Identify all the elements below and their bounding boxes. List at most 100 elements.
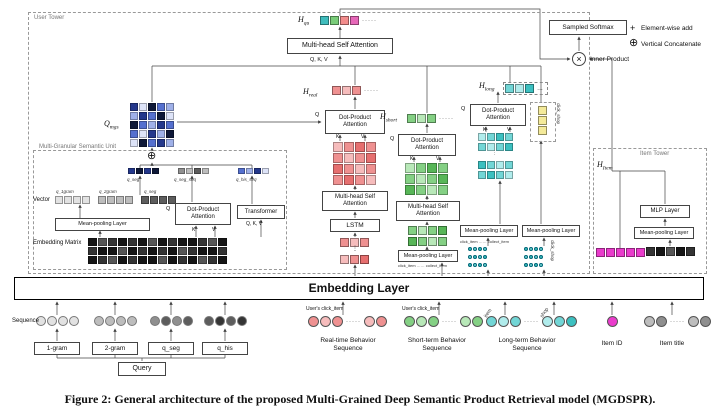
h-long-label: Hlong	[479, 81, 495, 93]
top-mhsa-box: Multi-head Self Attention	[287, 38, 393, 54]
mgs-dot-product-box: Dot-Product Attention	[175, 203, 231, 225]
long-term-micro-row-2	[468, 255, 487, 259]
mgs-dp-v-label: V	[212, 227, 216, 233]
h-qu-vector: ·····	[320, 16, 379, 25]
long-term-micro-row-5	[524, 255, 543, 259]
mlp-layer-box: MLP Layer	[640, 205, 690, 218]
item-title-label: Item title	[659, 340, 685, 347]
vector-row-2gram	[98, 196, 133, 204]
h-real-label: Hreal	[303, 87, 318, 99]
sequence-label: Sequence	[12, 318, 40, 324]
long-term-row-3	[478, 161, 513, 169]
long-term-row-4	[478, 171, 513, 179]
mgs-concat-node: ⊕	[147, 150, 157, 162]
real-time-grid	[333, 142, 376, 185]
h-long-vector: …	[503, 82, 548, 95]
short-term-behavior-tags: click_item …… collect_item	[398, 263, 447, 268]
shop-vector-cells	[538, 106, 547, 135]
mgs-bar-label-0: q_seg	[127, 177, 140, 182]
long-term-micro-row-6	[524, 263, 543, 267]
long-term-micro-row-4	[524, 247, 543, 251]
seq-1gram-circles	[36, 316, 79, 326]
short-term-grid	[405, 163, 448, 195]
long-term-row-1	[478, 133, 513, 141]
real-time-caption: Real-time Behavior Sequence	[320, 337, 376, 353]
short-term-circles: ·····	[404, 316, 483, 327]
gram-box-qseg: q_seg	[148, 342, 194, 355]
item-id-circle	[607, 316, 618, 327]
real-time-q-label: Q	[315, 112, 320, 118]
mgs-unit-label: Multi-Granular Semantic Unit	[37, 144, 119, 150]
long-term-row-2	[478, 143, 513, 151]
item-tower-box	[593, 148, 707, 274]
short-term-seq-row-2	[408, 237, 447, 246]
inner-product-label: Inner Product	[590, 56, 630, 63]
long-term-circles: ·····	[486, 316, 577, 327]
inner-product-node: ×	[572, 52, 586, 66]
short-term-click-item-tag: User's click_item	[402, 306, 440, 312]
user-tower-label: User Tower	[34, 15, 65, 21]
vertical-concatenate-label: Vertical Concatenate	[641, 41, 701, 48]
short-term-seq-row-1	[408, 226, 447, 235]
seq-qseg-circles	[150, 316, 193, 326]
vector-row-seg	[141, 196, 176, 204]
embedding-matrix-label: Embedding Matrix	[33, 240, 82, 246]
vector-label-qseg: q_seg	[144, 189, 157, 194]
mgs-mean-pooling-box: Mean-pooling Layer	[55, 218, 150, 231]
long-term-v-label: V	[507, 127, 511, 133]
real-time-k-label: K	[336, 134, 340, 140]
real-time-seq-row-1	[340, 238, 369, 247]
long-term-micro-row-1	[468, 247, 487, 251]
vector-label-q1gram: q_1gram	[56, 189, 74, 194]
long-term-q-label: Q	[461, 106, 466, 112]
real-time-circles: ·····	[308, 316, 387, 327]
h-qu-label: Hqu	[298, 15, 310, 27]
vector-label-q2gram: q_2gram	[99, 189, 117, 194]
q-mgs-matrix	[130, 103, 174, 147]
vertical-concatenate-icon: ⊕	[629, 37, 639, 49]
mgs-bar-qsegseq	[178, 168, 209, 174]
click-shop-label-bottom: click_shop	[550, 240, 555, 262]
short-term-q-label: Q	[390, 136, 395, 142]
item-id-label: Item ID	[601, 340, 623, 347]
element-wise-add-icon: +	[630, 23, 636, 33]
shop-vector-box	[530, 102, 556, 142]
seq-2gram-circles	[94, 316, 137, 326]
user-tower-box	[28, 12, 590, 274]
long-term-micro-row-3	[468, 263, 487, 267]
long-term-dot-product-box: Dot-Product Attention	[470, 104, 526, 126]
figure-caption: Figure 2: General architecture of the pr…	[64, 392, 656, 406]
lstm-box: LSTM	[330, 219, 380, 232]
top-mhsa-qkv-label: Q, K, V	[310, 57, 328, 63]
long-term-caption: Long-term Behavior Sequence	[498, 337, 556, 353]
mgs-bar-qseg	[128, 168, 159, 174]
long-term-mean-pooling-box-1: Mean-pooling Layer	[460, 225, 518, 237]
element-wise-add-label: Element-wise add	[641, 25, 693, 32]
long-term-k-label: K	[483, 127, 487, 133]
mgs-bar-qhisseq	[238, 168, 269, 174]
gram-box-qhis: q_his	[202, 342, 248, 355]
real-time-mhsa-box: Multi-head Self Attention	[322, 191, 388, 211]
short-term-mhsa-box: Multi-head Self Attention	[396, 201, 460, 221]
sampled-softmax-box: Sampled Softmax	[549, 20, 627, 35]
transformer-qkv-label: Q, K, V	[246, 221, 263, 227]
query-box: Query	[118, 362, 166, 376]
mgs-dp-q-label: Q	[166, 206, 171, 212]
click-shop-label-top: click_shop	[556, 103, 561, 125]
real-time-v-label: V	[361, 134, 365, 140]
item-id-vector	[596, 248, 645, 257]
mgs-bar-label-1: q_seg_seq	[174, 177, 197, 182]
h-item-label: HItem	[597, 160, 613, 172]
h-real-vector: ·····	[332, 86, 381, 95]
mgs-bar-label-2: q_his_seq	[236, 177, 257, 182]
short-term-v-label: V	[436, 156, 440, 162]
short-term-k-label: K	[410, 156, 414, 162]
item-tower-label: Item Tower	[640, 151, 670, 157]
h-short-vector: ·····	[407, 114, 456, 123]
real-time-click-item-tag: User's click_item	[306, 306, 344, 312]
embedding-matrix-grid	[88, 238, 227, 264]
gram-box-2gram: 2-gram	[92, 342, 138, 355]
mgs-dp-k-label: K	[192, 227, 196, 233]
